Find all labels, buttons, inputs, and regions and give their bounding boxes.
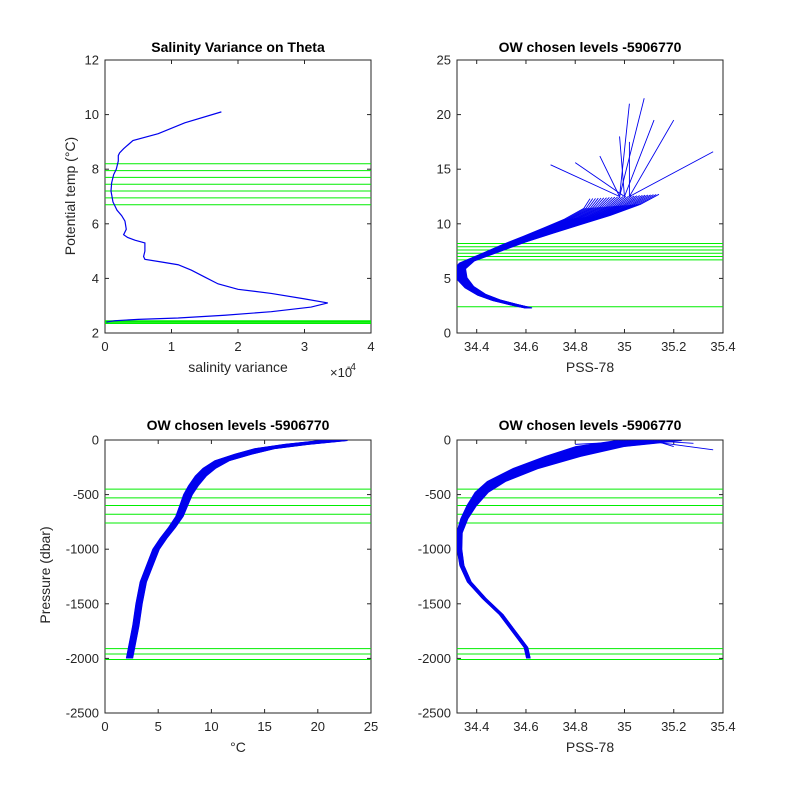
plot-area: -2500 -2000 -1500 -1000 -500 0 34.4 34.6 34.8 35 3… (418, 433, 736, 735)
panel-title: OW chosen levels -5906770 (147, 417, 330, 433)
svg-text:-4: -4 (347, 362, 356, 373)
panel-theta-vs-salinity: OW chosen levels -5906770 PSS-78 0 5 10 15 2… (437, 39, 736, 375)
x-tick-label: 34.6 (513, 339, 538, 354)
axes-box (104, 439, 372, 714)
panel-pressure-vs-salinity: OW chosen levels -5906770 PSS-78 -2500-2… (418, 417, 736, 755)
x-tick-label: 2 (234, 339, 241, 354)
y-tick-label: -500 (73, 487, 99, 502)
y-tick-label: 4 (92, 271, 99, 286)
panel-title: OW chosen levels -5906770 (499, 39, 682, 55)
profile-line (461, 440, 682, 659)
y-tick-label: -2000 (66, 651, 99, 666)
surface-spike-line (653, 440, 674, 447)
data-layer (457, 440, 723, 660)
y-tick-label: -500 (425, 487, 451, 502)
x-axis-label: °C (230, 739, 246, 755)
y-tick-label: 12 (85, 53, 99, 68)
y-axis-label: Pressure (dbar) (37, 526, 53, 623)
y-tick-label: -1000 (66, 542, 99, 557)
data-layer (105, 440, 371, 660)
x-axis-label: PSS-78 (566, 359, 614, 375)
surface-spike-line (624, 119, 655, 197)
y-tick-label: 0 (444, 433, 451, 448)
surface-spike-line (644, 440, 714, 451)
plot-area: 0 5 10 15 20 25 34.4 34.6 34.8 35 35.2 35.4 (437, 53, 736, 355)
x-tick-label: 35.4 (710, 719, 735, 734)
x-tick-label: 0 (101, 719, 108, 734)
y-tick-label: 6 (92, 216, 99, 231)
plot-area: -2500 -2000 -1500 -1000 -500 0 0 5 10 15 20 25 (66, 433, 378, 735)
surface-spike-line (619, 103, 630, 197)
profile-line (465, 193, 660, 309)
x-exponent-label: ×10 -4 (330, 362, 356, 380)
y-tick-label: 5 (444, 271, 451, 286)
data-layer (105, 111, 371, 324)
x-tick-label: 35.4 (710, 339, 735, 354)
x-tick-label: 35.2 (661, 719, 686, 734)
x-tick-label: 10 (204, 719, 218, 734)
surface-spike-line (619, 98, 645, 197)
x-tick-label: 4 (367, 339, 374, 354)
y-tick-label: 10 (437, 216, 451, 231)
x-tick-label: 15 (257, 719, 271, 734)
x-axis-label: salinity variance (188, 359, 288, 375)
surface-spike-line (599, 155, 620, 197)
data-layer (457, 98, 723, 309)
y-tick-label: 15 (437, 162, 451, 177)
x-tick-label: 34.6 (513, 719, 538, 734)
x-tick-label: 34.4 (464, 339, 489, 354)
x-tick-label: 35.2 (661, 339, 686, 354)
y-tick-label: 10 (85, 107, 99, 122)
surface-spike-line (575, 440, 650, 445)
y-tick-label: 8 (92, 162, 99, 177)
panel-title: OW chosen levels -5906770 (499, 417, 682, 433)
x-tick-label: 35 (617, 339, 631, 354)
y-axis-label: Potential temp (°C) (62, 137, 78, 255)
y-tick-label: 0 (92, 433, 99, 448)
y-tick-label: 0 (444, 326, 451, 341)
series-line (106, 111, 328, 323)
x-tick-label: 35 (617, 719, 631, 734)
x-tick-label: 0 (101, 339, 108, 354)
surface-spike-line (550, 164, 620, 197)
y-tick-label: 2 (92, 326, 99, 341)
y-tick-label: -1500 (66, 596, 99, 611)
y-tick-label: 25 (437, 53, 451, 68)
svg-text:×10: ×10 (330, 365, 352, 380)
panel-salinity-variance: Salinity Variance on Theta salinity vari… (62, 39, 375, 380)
x-tick-label: 34.8 (563, 339, 588, 354)
y-tick-label: 20 (437, 107, 451, 122)
x-tick-label: 3 (301, 339, 308, 354)
surface-spike-line (574, 162, 625, 197)
x-tick-label: 1 (168, 339, 175, 354)
profile-line (132, 440, 348, 659)
panel-pressure-vs-temperature: OW chosen levels -5906770 °C Pressure (d… (37, 417, 378, 755)
y-tick-label: -2500 (66, 706, 99, 721)
y-tick-label: -2500 (418, 706, 451, 721)
x-tick-label: 34.4 (464, 719, 489, 734)
panel-title: Salinity Variance on Theta (151, 39, 325, 55)
y-tick-label: -1000 (418, 542, 451, 557)
x-tick-label: 25 (364, 719, 378, 734)
surface-spike-line (629, 151, 714, 197)
surface-spike-line (619, 136, 625, 197)
x-tick-label: 34.8 (563, 719, 588, 734)
axes-box (456, 59, 724, 334)
x-tick-label: 5 (155, 719, 162, 734)
axes-box (456, 439, 724, 714)
surface-spike-line (629, 119, 675, 197)
y-tick-label: -1500 (418, 596, 451, 611)
y-tick-label: -2000 (418, 651, 451, 666)
x-axis-label: PSS-78 (566, 739, 614, 755)
x-tick-label: 20 (311, 719, 325, 734)
